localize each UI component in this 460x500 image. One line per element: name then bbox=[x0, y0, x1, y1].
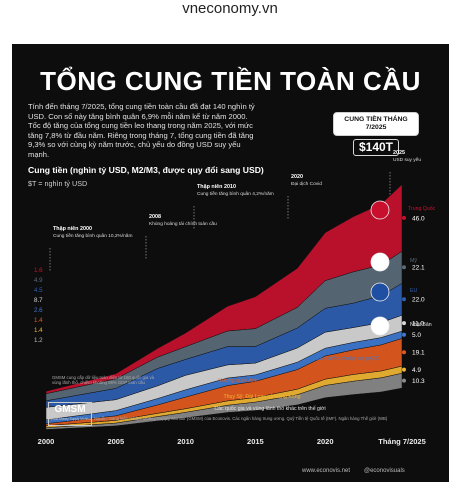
start-value: 1.4 bbox=[34, 317, 43, 324]
gmsm-note: GMSM cung cấp dữ liệu toàn diện từ 160 q… bbox=[52, 375, 155, 386]
china-flag-icon bbox=[370, 200, 390, 220]
end-value: 19.1 bbox=[412, 350, 425, 357]
end-label-v-ng-qu-c-anh: 19.1 bbox=[402, 350, 425, 357]
series-label: Mỹ bbox=[410, 258, 417, 264]
series-label: EU bbox=[410, 288, 417, 294]
social-handle: @econovisuals bbox=[364, 468, 405, 474]
infographic-card: TỔNG CUNG TIỀN TOÀN CẦU Tính đến tháng 7… bbox=[12, 44, 449, 482]
end-dot bbox=[402, 215, 406, 220]
end-value: 22.1 bbox=[412, 265, 425, 272]
gmsm-logo: GMSM Global Money Supply Monitor bbox=[48, 402, 92, 426]
chart-subtitle: Cung tiền (nghìn tỷ USD, M2/M3, được quy… bbox=[28, 165, 264, 175]
end-dot bbox=[402, 350, 406, 355]
start-value: 1.4 bbox=[34, 327, 43, 334]
end-dot bbox=[402, 378, 406, 383]
callout-label: CUNG TIỀN THÁNG 7/2025 bbox=[333, 112, 419, 136]
start-value: 1.2 bbox=[34, 337, 43, 344]
x-tick-label: 2015 bbox=[247, 437, 264, 446]
series-label: Vương quốc Anh bbox=[218, 378, 257, 384]
total-callout: CUNG TIỀN THÁNG 7/2025 $140T bbox=[333, 112, 419, 156]
start-value: 4.5 bbox=[34, 287, 43, 294]
unit-note: $T = nghìn tỷ USD bbox=[28, 179, 88, 188]
x-tick-label: Tháng 7/2025 bbox=[378, 437, 426, 446]
annotation-text: USD suy yếu bbox=[393, 157, 421, 163]
stacked-area-chart: 46.0 22.1 22.0 11.0 5.0 19.1 4.9 10.3 Trung Quốc… bbox=[34, 150, 436, 446]
annotation-title: 2008 bbox=[149, 214, 161, 220]
series-label: Thụy Sỹ, Đài Loan và Hồng Kông bbox=[224, 394, 301, 400]
eu-flag-icon bbox=[370, 282, 390, 302]
annotation-title: Thập niên 2010 bbox=[197, 184, 236, 190]
source-note: Nguồn: Sáng kiến Global Money Supply Mon… bbox=[94, 416, 388, 421]
end-dot bbox=[402, 321, 406, 326]
end-label-c-c-n-c-c-n-l-i-trong-g20: 5.0 bbox=[402, 332, 421, 339]
infographic-title: TỔNG CUNG TIỀN TOÀN CẦU bbox=[40, 66, 421, 96]
series-area-trung-qu-c bbox=[45, 183, 403, 395]
end-value: 11.0 bbox=[412, 321, 425, 328]
end-value: 46.0 bbox=[412, 215, 425, 222]
end-value: 4.9 bbox=[412, 367, 421, 374]
us-flag-icon bbox=[370, 252, 390, 272]
series-label: Các nước còn lại trong G20 bbox=[316, 356, 380, 362]
x-tick-label: 2020 bbox=[317, 437, 334, 446]
series-label: Các quốc gia và vùng lãnh thổ khác trên … bbox=[214, 405, 325, 412]
end-label-m-: 22.1 bbox=[402, 265, 425, 272]
annotation-text: Khủng hoảng tài chính toàn cầu bbox=[149, 220, 217, 227]
end-value: 22.0 bbox=[412, 297, 425, 304]
start-value: 2.6 bbox=[34, 307, 43, 314]
end-label-th-y-s-i-loan-v-h-ng-k-ng: 4.9 bbox=[402, 367, 421, 374]
end-label-c-c-qu-c-gia-v-v-ng-l-nh-th-kh-c-tr-n-th-gi-i: 10.3 bbox=[402, 378, 425, 385]
area-layers bbox=[45, 183, 403, 430]
japan-flag-icon bbox=[370, 316, 390, 336]
series-label: Nhật Bản bbox=[410, 322, 432, 328]
end-label-eu: 22.0 bbox=[402, 297, 425, 304]
x-tick-label: 2005 bbox=[107, 437, 124, 446]
summary-text: Tính đến tháng 7/2025, tổng cung tiền to… bbox=[28, 102, 255, 159]
end-label-trung-qu-c: 46.0 bbox=[402, 215, 425, 222]
x-tick-label: 2010 bbox=[177, 437, 194, 446]
end-dot bbox=[402, 367, 406, 372]
annotation-text: Cung tiền tăng bình quân 4,2%/năm bbox=[197, 191, 274, 197]
end-value: 5.0 bbox=[412, 332, 421, 339]
gmsm-logo-sub: Global Money Supply Monitor bbox=[49, 417, 91, 421]
end-label-nh-t-b-n: 11.0 bbox=[402, 321, 425, 328]
annotation-title: Thập niên 2000 bbox=[53, 226, 92, 232]
end-dot bbox=[402, 265, 406, 270]
annotation-text: Đại dịch Covid bbox=[291, 181, 322, 187]
start-value: 4.9 bbox=[34, 277, 43, 284]
annotation-text: Cung tiền tăng bình quân 10,2%/năm bbox=[53, 233, 132, 239]
annotation-title: 2020 bbox=[291, 174, 303, 180]
end-dot bbox=[402, 332, 406, 337]
end-value: 10.3 bbox=[412, 378, 425, 385]
site-url: www.econovis.net bbox=[302, 468, 351, 474]
start-value: 8.7 bbox=[34, 297, 43, 304]
annotation-title: 2025 bbox=[393, 150, 405, 156]
start-value: 1.6 bbox=[34, 267, 43, 274]
end-dot bbox=[402, 297, 406, 302]
site-name: vneconomy.vn bbox=[182, 0, 278, 17]
series-label: Trung Quốc bbox=[408, 206, 436, 212]
gmsm-logo-text: GMSM bbox=[54, 404, 86, 415]
callout-value: $140T bbox=[353, 139, 399, 156]
x-tick-label: 2000 bbox=[38, 437, 55, 446]
